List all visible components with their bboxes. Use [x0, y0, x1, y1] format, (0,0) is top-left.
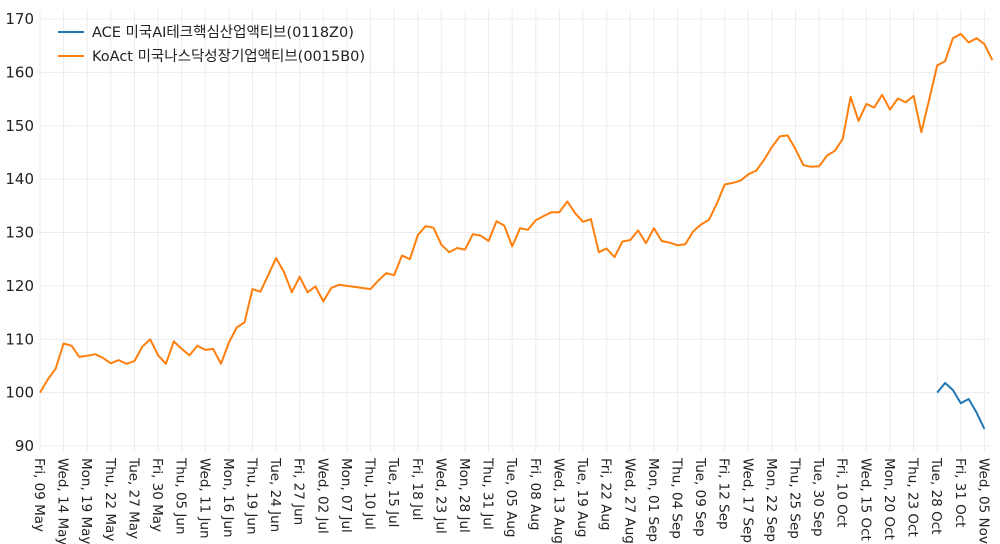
x-tick-label: Thu, 19 Jun: [243, 457, 259, 535]
x-tick-label: Tue, 15 Jul: [385, 457, 401, 527]
x-tick-label: Wed, 17 Sep: [739, 458, 755, 543]
x-tick-label: Mon, 28 Jul: [456, 458, 472, 533]
legend[interactable]: ACE 미국AI테크핵심산업액티브(0118Z0) KoAct 미국나스닥성장기…: [58, 24, 365, 65]
x-tick-label: Tue, 19 Aug: [574, 457, 590, 537]
x-tick-label: Tue, 05 Aug: [503, 457, 519, 537]
x-tick-label: Tue, 27 May: [125, 457, 141, 539]
series-lines: [39, 32, 994, 430]
x-tick-label: Wed, 15 Oct: [857, 458, 873, 541]
legend-label-koact: KoAct 미국나스닥성장기업액티브(0015B0): [92, 48, 365, 65]
x-tick-label: Fri, 09 May: [31, 458, 47, 532]
x-tick-label: Fri, 31 Oct: [952, 458, 968, 527]
x-tick-label: Fri, 27 Jun: [291, 458, 307, 525]
x-tick-label: Thu, 04 Sep: [668, 457, 684, 539]
x-tick-label: Fri, 22 Aug: [598, 458, 614, 531]
x-tick-label: Wed, 27 Aug: [621, 458, 637, 544]
x-tick-label: Wed, 14 May: [55, 458, 71, 544]
y-tick-label: 100: [5, 384, 34, 402]
x-tick-label: Mon, 01 Sep: [645, 458, 661, 542]
y-tick-label: 140: [5, 170, 34, 188]
x-tick-label: Thu, 25 Sep: [787, 457, 803, 539]
x-tick-label: Fri, 18 Jul: [409, 458, 425, 520]
x-tick-label: Wed, 23 Jul: [432, 458, 448, 534]
x-tick-label: Thu, 23 Oct: [905, 457, 921, 537]
x-tick-label: Fri, 10 Oct: [834, 458, 850, 527]
x-tick-label: Fri, 30 May: [149, 458, 165, 532]
y-gridlines: [40, 18, 990, 447]
y-tick-label: 110: [5, 330, 34, 348]
x-tick-label: Mon, 20 Oct: [881, 458, 897, 540]
y-tick-label: 90: [15, 437, 34, 455]
legend-label-ace: ACE 미국AI테크핵심산업액티브(0118Z0): [92, 24, 354, 41]
x-tick-label: Thu, 05 Jun: [173, 457, 189, 535]
x-tick-label: Tue, 24 Jun: [267, 457, 283, 532]
x-tick-label: Tue, 09 Sep: [692, 457, 708, 537]
y-tick-label: 130: [5, 224, 34, 242]
x-tick-label: Thu, 31 Jul: [480, 457, 496, 530]
x-tick-label: Thu, 10 Jul: [362, 457, 378, 530]
x-tick-label: Tue, 30 Sep: [810, 457, 826, 537]
x-tick-label: Mon, 22 Sep: [763, 458, 779, 542]
series-line-koact: [39, 32, 994, 394]
series-line-ace: [936, 382, 986, 430]
legend-item-ace[interactable]: ACE 미국AI테크핵심산업액티브(0118Z0): [58, 24, 354, 41]
x-axis-tick-labels: Fri, 09 May Wed, 14 May Mon, 19 May Thu, 22…: [31, 457, 991, 544]
x-tick-label: Mon, 19 May: [78, 458, 94, 544]
y-axis-tick-labels: 90 100 110 120 130 140 150 160 170: [5, 10, 34, 455]
y-tick-label: 120: [5, 277, 34, 295]
x-tick-label: Tue, 28 Oct: [928, 457, 944, 534]
x-tick-label: Fri, 08 Aug: [527, 458, 543, 531]
x-tick-label: Wed, 05 Nov: [975, 458, 991, 544]
x-tick-label: Wed, 02 Jul: [314, 458, 330, 534]
x-tick-label: Wed, 13 Aug: [550, 458, 566, 544]
x-tick-label: Mon, 16 Jun: [220, 458, 236, 538]
legend-item-koact[interactable]: KoAct 미국나스닥성장기업액티브(0015B0): [58, 48, 365, 65]
y-tick-label: 150: [5, 117, 34, 135]
x-gridlines: [39, 10, 985, 452]
x-tick-label: Fri, 12 Sep: [716, 458, 732, 530]
x-tick-label: Thu, 22 May: [102, 457, 118, 541]
y-tick-label: 160: [5, 63, 34, 81]
x-tick-label: Wed, 11 Jun: [196, 458, 212, 539]
y-tick-label: 170: [5, 10, 34, 28]
x-tick-label: Mon, 07 Jul: [338, 458, 354, 533]
